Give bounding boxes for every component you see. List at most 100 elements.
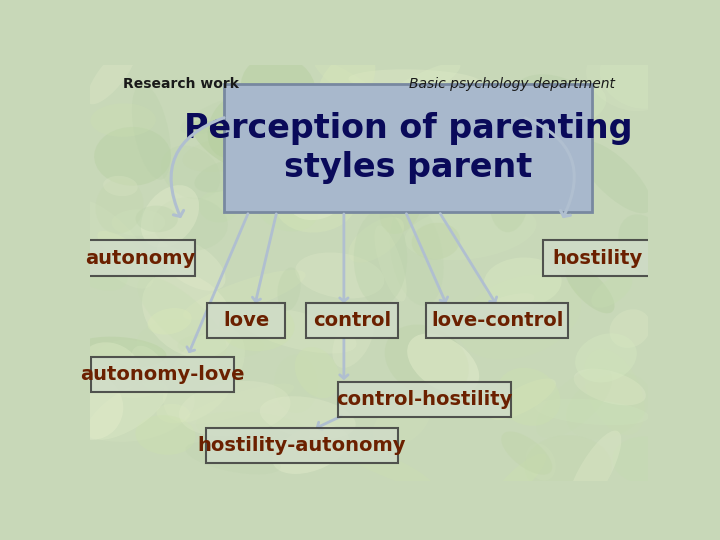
Text: hostility: hostility xyxy=(553,248,643,268)
Ellipse shape xyxy=(148,308,192,335)
Ellipse shape xyxy=(515,75,594,125)
Ellipse shape xyxy=(348,217,404,262)
Ellipse shape xyxy=(331,155,408,212)
Ellipse shape xyxy=(591,275,632,308)
Ellipse shape xyxy=(132,84,171,180)
Ellipse shape xyxy=(333,441,433,488)
Ellipse shape xyxy=(258,102,303,173)
Ellipse shape xyxy=(612,436,683,485)
Ellipse shape xyxy=(274,355,318,413)
Ellipse shape xyxy=(141,185,199,248)
FancyBboxPatch shape xyxy=(86,240,194,276)
Ellipse shape xyxy=(295,252,384,299)
FancyBboxPatch shape xyxy=(207,303,285,338)
Ellipse shape xyxy=(131,346,170,394)
Ellipse shape xyxy=(472,87,568,154)
Ellipse shape xyxy=(184,383,294,424)
Ellipse shape xyxy=(196,411,310,446)
Ellipse shape xyxy=(526,443,556,481)
Ellipse shape xyxy=(359,166,407,216)
Ellipse shape xyxy=(81,342,140,393)
Ellipse shape xyxy=(584,349,644,435)
Ellipse shape xyxy=(600,46,675,109)
Ellipse shape xyxy=(163,328,245,422)
Ellipse shape xyxy=(186,442,281,475)
Ellipse shape xyxy=(490,379,556,420)
Ellipse shape xyxy=(501,431,552,475)
Ellipse shape xyxy=(68,249,127,291)
Ellipse shape xyxy=(96,178,143,234)
Ellipse shape xyxy=(138,276,227,359)
Text: hostility-autonomy: hostility-autonomy xyxy=(198,436,406,455)
Ellipse shape xyxy=(390,202,444,306)
Ellipse shape xyxy=(199,191,238,222)
FancyBboxPatch shape xyxy=(426,303,569,338)
Ellipse shape xyxy=(181,91,276,134)
Ellipse shape xyxy=(112,209,165,236)
Ellipse shape xyxy=(618,214,670,276)
Ellipse shape xyxy=(179,381,291,436)
Ellipse shape xyxy=(161,146,220,199)
Ellipse shape xyxy=(405,204,536,260)
Ellipse shape xyxy=(317,50,375,117)
FancyBboxPatch shape xyxy=(206,428,398,463)
Ellipse shape xyxy=(86,381,168,440)
Ellipse shape xyxy=(90,103,156,137)
Text: Basic psychology department: Basic psychology department xyxy=(408,77,615,91)
Ellipse shape xyxy=(433,145,534,206)
Ellipse shape xyxy=(156,404,190,423)
Ellipse shape xyxy=(412,222,460,260)
Ellipse shape xyxy=(470,119,526,168)
Ellipse shape xyxy=(574,369,646,406)
Ellipse shape xyxy=(575,333,636,382)
FancyBboxPatch shape xyxy=(544,240,652,276)
Ellipse shape xyxy=(566,373,650,440)
Ellipse shape xyxy=(73,336,166,368)
Ellipse shape xyxy=(286,159,354,220)
Ellipse shape xyxy=(97,231,147,267)
Ellipse shape xyxy=(323,175,384,208)
Ellipse shape xyxy=(373,396,431,448)
Ellipse shape xyxy=(136,319,197,357)
Ellipse shape xyxy=(417,162,516,203)
Ellipse shape xyxy=(183,270,305,320)
Ellipse shape xyxy=(421,148,537,203)
Ellipse shape xyxy=(333,310,374,368)
Ellipse shape xyxy=(183,136,268,172)
Ellipse shape xyxy=(384,325,469,397)
Ellipse shape xyxy=(347,100,413,139)
Text: love-control: love-control xyxy=(431,311,564,330)
Ellipse shape xyxy=(464,139,592,201)
Ellipse shape xyxy=(194,159,253,192)
Ellipse shape xyxy=(240,55,316,124)
Ellipse shape xyxy=(298,84,367,153)
Ellipse shape xyxy=(219,302,294,351)
Ellipse shape xyxy=(314,59,395,117)
Text: control: control xyxy=(313,311,392,330)
Ellipse shape xyxy=(351,102,465,192)
Text: Research work: Research work xyxy=(124,77,239,91)
Text: control-hostility: control-hostility xyxy=(337,390,513,409)
Ellipse shape xyxy=(192,120,253,170)
Ellipse shape xyxy=(315,84,385,130)
Ellipse shape xyxy=(317,174,366,211)
Ellipse shape xyxy=(372,86,446,142)
FancyBboxPatch shape xyxy=(306,303,398,338)
Ellipse shape xyxy=(380,181,423,234)
Ellipse shape xyxy=(260,396,356,439)
Ellipse shape xyxy=(135,415,196,455)
Ellipse shape xyxy=(578,141,652,213)
Ellipse shape xyxy=(303,131,363,171)
Ellipse shape xyxy=(157,237,225,291)
Ellipse shape xyxy=(94,127,171,186)
Ellipse shape xyxy=(256,183,318,232)
Ellipse shape xyxy=(178,333,265,359)
Ellipse shape xyxy=(68,199,154,289)
Ellipse shape xyxy=(135,206,178,232)
Ellipse shape xyxy=(408,333,480,394)
Text: autonomy: autonomy xyxy=(85,248,195,268)
Ellipse shape xyxy=(459,275,581,360)
Ellipse shape xyxy=(252,111,330,168)
Ellipse shape xyxy=(491,454,546,507)
Text: love: love xyxy=(223,311,269,330)
